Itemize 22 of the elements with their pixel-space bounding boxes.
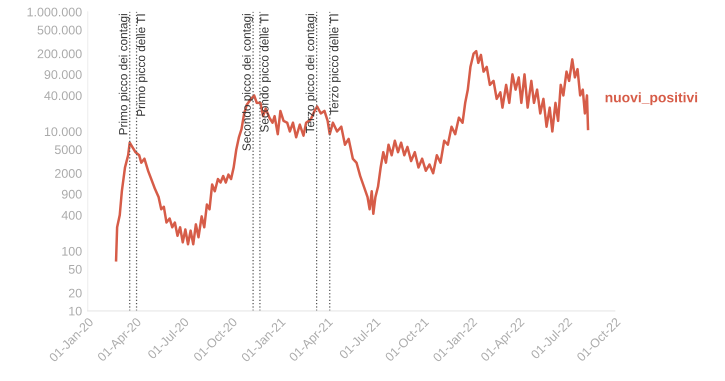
y-tick-label: 2000 [54, 169, 82, 178]
ref-line-label: Terzo picco dei contagi [306, 14, 317, 134]
y-tick-label: 200.000 [38, 49, 82, 58]
y-tick-label: 10.000 [44, 127, 82, 136]
y-tick-label: 900 [62, 190, 82, 199]
y-tick-label: 50 [68, 264, 82, 274]
ref-line-label: Secondo picco delle TI [260, 14, 271, 132]
y-tick-label: 10 [69, 306, 82, 316]
y-tick-label: 40.000 [44, 91, 82, 100]
ref-line-label: Primo picco delle TI [136, 14, 148, 116]
series-label: nuovi_positivi [606, 92, 698, 106]
y-tick-label: 500.000 [37, 26, 82, 34]
y-tick-label: 1.000.000 [28, 8, 82, 16]
y-tick-label: 20 [68, 288, 82, 298]
line-series [114, 50, 590, 262]
y-tick-label: 400 [62, 210, 82, 220]
ref-line-label: Terzo picco delle TI [330, 14, 341, 115]
y-tick-label: 100 [62, 246, 82, 256]
ref-line-label: Secondo picco dei contagi [242, 14, 254, 151]
y-tick-label: 5000 [54, 145, 82, 154]
y-tick-label: 90.000 [44, 70, 82, 80]
ref-line-label: Primo picco dei contagi [118, 14, 130, 134]
